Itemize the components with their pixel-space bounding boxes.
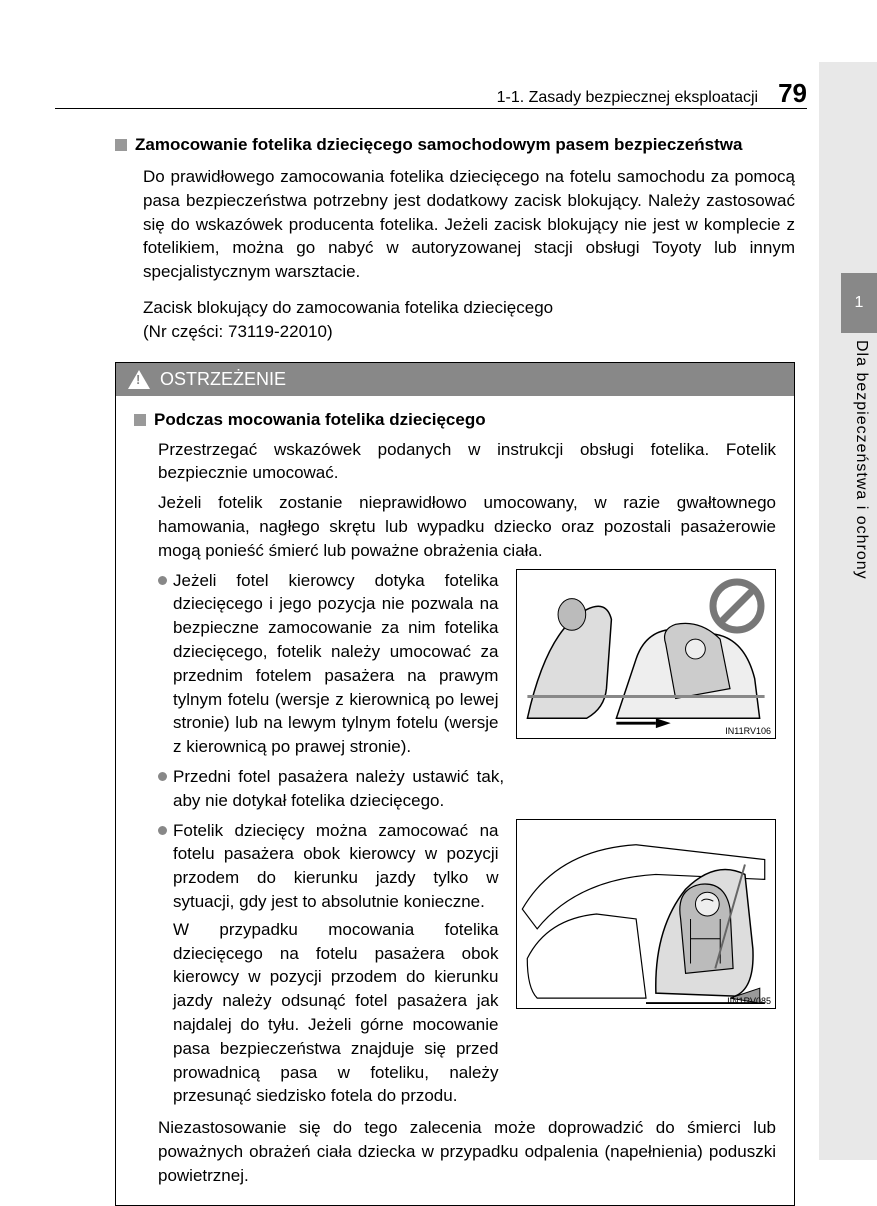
chapter-tab: 1 — [841, 273, 877, 333]
header-rule — [55, 108, 807, 109]
warning-item: Przedni fotel pasażera należy ustawić ta… — [158, 765, 776, 813]
warning-triangle-icon — [128, 370, 150, 389]
warning-box: OSTRZEŻENIE Podczas mocowania fotelika d… — [115, 362, 795, 1206]
chapter-number: 1 — [855, 294, 864, 312]
square-bullet-icon — [115, 139, 127, 151]
warning-title: OSTRZEŻENIE — [160, 369, 286, 390]
prohibit-icon — [709, 578, 765, 634]
page-number: 79 — [778, 78, 807, 109]
warning-item-text-col: Przedni fotel pasażera należy ustawić ta… — [158, 765, 504, 813]
round-bullet-icon — [158, 772, 167, 781]
square-bullet-icon — [134, 414, 146, 426]
section-heading-text: Zamocowanie fotelika dziecięcego samocho… — [135, 135, 742, 155]
warning-intro: Przestrzegać wskazówek podanych w instru… — [158, 438, 776, 486]
round-bullet-icon — [158, 576, 167, 585]
illustration-ref: IIN1RV085 — [727, 996, 771, 1006]
warning-subheading-text: Podczas mocowania fotelika dziecięcego — [154, 410, 486, 430]
warning-item: Fotelik dziecięcy można zamocować na fot… — [158, 819, 776, 1109]
warning-item-text-col: Jeżeli fotel kierowcy dotyka fotelika dz… — [158, 569, 498, 759]
warning-item-image-col: IN11RV106 — [508, 569, 776, 759]
warning-header: OSTRZEŻENIE — [116, 363, 794, 396]
section-label: 1-1. Zasady bezpiecznej eksploatacji — [497, 89, 758, 107]
seat-front-svg — [517, 820, 775, 1008]
warning-item-text: Jeżeli fotel kierowcy dotyka fotelika dz… — [173, 569, 498, 759]
warning-item-text-col: Fotelik dziecięcy można zamocować na fot… — [158, 819, 498, 1109]
warning-body: Podczas mocowania fotelika dziecięcego P… — [116, 396, 794, 1206]
illustration-seat-prohibit: IN11RV106 — [516, 569, 776, 739]
section-paragraph: Zacisk blokujący do zamocowania fotelika… — [143, 296, 795, 320]
page-content: Zamocowanie fotelika dziecięcego samocho… — [115, 135, 795, 1206]
page-header: 1-1. Zasady bezpiecznej eksploatacji 79 — [115, 78, 807, 109]
warning-intro: Jeżeli fotelik zostanie nieprawidłowo um… — [158, 491, 776, 562]
section-paragraph: (Nr części: 73119-22010) — [143, 320, 795, 344]
warning-closing: Niezastosowanie się do tego zalecenia mo… — [158, 1116, 776, 1187]
section-paragraph: Do prawidłowego zamocowania fotelika dzi… — [143, 165, 795, 284]
warning-item-text: Przedni fotel pasażera należy ustawić ta… — [173, 765, 504, 813]
warning-item-image-col: IIN1RV085 — [508, 819, 776, 1109]
round-bullet-icon — [158, 826, 167, 835]
warning-item-text-extra: W przypadku mocowania fotelika dziecięce… — [173, 918, 498, 1108]
illustration-ref: IN11RV106 — [725, 726, 771, 736]
side-chapter-title-strip: Dla bezpieczeństwa i ochrony — [845, 340, 877, 740]
warning-item-text: Fotelik dziecięcy można zamocować na fot… — [173, 819, 498, 914]
warning-subheading: Podczas mocowania fotelika dziecięcego — [134, 410, 776, 430]
illustration-seat-front: IIN1RV085 — [516, 819, 776, 1009]
side-chapter-title: Dla bezpieczeństwa i ochrony — [852, 340, 870, 580]
section-heading: Zamocowanie fotelika dziecięcego samocho… — [115, 135, 795, 155]
manual-page: 1 Dla bezpieczeństwa i ochrony 1-1. Zasa… — [0, 0, 877, 1200]
warning-item: Jeżeli fotel kierowcy dotyka fotelika dz… — [158, 569, 776, 759]
